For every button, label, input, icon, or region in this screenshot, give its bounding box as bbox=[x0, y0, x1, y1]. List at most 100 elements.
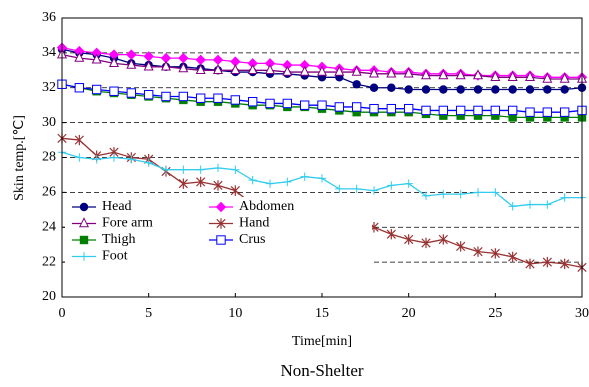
marker bbox=[212, 63, 224, 75]
marker bbox=[195, 54, 206, 66]
marker-part bbox=[127, 155, 136, 164]
plot-frame bbox=[61, 17, 583, 298]
marker-part bbox=[213, 163, 223, 173]
marker bbox=[79, 252, 89, 261]
marker-part bbox=[508, 85, 517, 94]
marker-part bbox=[421, 105, 431, 116]
marker bbox=[216, 235, 226, 245]
marker-part bbox=[560, 258, 570, 270]
x-tick-label: 10 bbox=[228, 306, 242, 321]
marker bbox=[126, 49, 137, 60]
marker-part bbox=[543, 113, 552, 122]
marker-part bbox=[456, 85, 465, 94]
marker bbox=[212, 54, 224, 66]
marker-part bbox=[473, 246, 483, 257]
y-tick-label: 20 bbox=[42, 289, 56, 304]
marker-part bbox=[491, 188, 500, 197]
marker-part bbox=[212, 63, 224, 75]
marker-part bbox=[74, 45, 85, 57]
marker bbox=[264, 63, 276, 75]
marker bbox=[352, 184, 361, 194]
marker-part bbox=[178, 62, 189, 73]
marker bbox=[490, 70, 501, 81]
marker-part bbox=[75, 153, 84, 162]
x-tick-label: 20 bbox=[402, 306, 416, 321]
marker-part bbox=[160, 60, 172, 71]
marker-part bbox=[126, 88, 137, 98]
marker-part bbox=[317, 100, 327, 110]
marker-part bbox=[508, 113, 517, 122]
x-tick-label: 0 bbox=[59, 306, 66, 321]
marker bbox=[542, 256, 552, 268]
marker-part bbox=[559, 72, 570, 83]
marker-part bbox=[473, 188, 483, 197]
legend-label: Abdomen bbox=[239, 199, 294, 214]
marker-part bbox=[109, 153, 119, 162]
marker-part bbox=[420, 69, 432, 80]
marker bbox=[126, 58, 137, 69]
marker bbox=[161, 91, 171, 102]
marker bbox=[316, 65, 328, 76]
marker-part bbox=[472, 69, 484, 80]
marker bbox=[542, 72, 553, 83]
marker bbox=[524, 70, 536, 81]
marker-part bbox=[352, 107, 361, 117]
marker-part bbox=[438, 105, 449, 116]
marker bbox=[74, 83, 85, 93]
marker bbox=[455, 69, 466, 80]
marker-part bbox=[542, 107, 553, 117]
marker bbox=[231, 165, 240, 174]
marker bbox=[247, 97, 258, 107]
marker bbox=[264, 58, 276, 69]
marker-part bbox=[491, 85, 500, 94]
marker bbox=[473, 246, 483, 257]
marker-part bbox=[369, 186, 379, 195]
marker-part bbox=[179, 165, 188, 174]
marker bbox=[560, 113, 569, 122]
marker-part bbox=[79, 235, 89, 245]
marker bbox=[213, 180, 223, 191]
marker bbox=[213, 163, 223, 173]
marker-part bbox=[369, 103, 379, 114]
marker-part bbox=[404, 179, 413, 188]
y-tick-label: 34 bbox=[42, 45, 56, 60]
marker-part bbox=[559, 107, 570, 117]
marker-part bbox=[74, 83, 85, 93]
marker bbox=[560, 85, 569, 94]
marker-part bbox=[230, 56, 241, 67]
marker bbox=[420, 69, 432, 80]
marker bbox=[109, 86, 119, 96]
marker-part bbox=[369, 83, 379, 92]
marker-part bbox=[473, 85, 483, 94]
marker bbox=[473, 111, 483, 120]
chart-title: Non-Shelter bbox=[280, 361, 363, 380]
marker-part bbox=[386, 103, 397, 114]
x-tick-label: 30 bbox=[575, 306, 589, 321]
marker-part bbox=[473, 111, 483, 120]
legend-label: Hand bbox=[239, 216, 269, 231]
marker-part bbox=[143, 51, 154, 62]
marker-part bbox=[283, 177, 292, 187]
marker-part bbox=[196, 165, 205, 174]
marker bbox=[456, 111, 465, 120]
marker bbox=[74, 134, 84, 146]
marker bbox=[543, 200, 552, 209]
marker bbox=[369, 103, 379, 114]
marker-part bbox=[109, 86, 119, 96]
marker-part bbox=[387, 181, 396, 190]
marker-part bbox=[508, 251, 518, 263]
marker-part bbox=[438, 234, 448, 245]
marker-part bbox=[439, 111, 448, 120]
x-axis-label: Time[min] bbox=[292, 334, 352, 349]
legend-label: Thigh bbox=[102, 232, 135, 247]
marker bbox=[438, 234, 448, 245]
marker-part bbox=[143, 60, 154, 71]
marker-part bbox=[178, 52, 189, 64]
marker bbox=[525, 107, 535, 117]
marker bbox=[335, 184, 344, 194]
marker-part bbox=[216, 218, 226, 229]
marker bbox=[92, 155, 101, 164]
marker bbox=[438, 69, 449, 80]
marker bbox=[126, 88, 137, 98]
marker-part bbox=[524, 70, 536, 81]
